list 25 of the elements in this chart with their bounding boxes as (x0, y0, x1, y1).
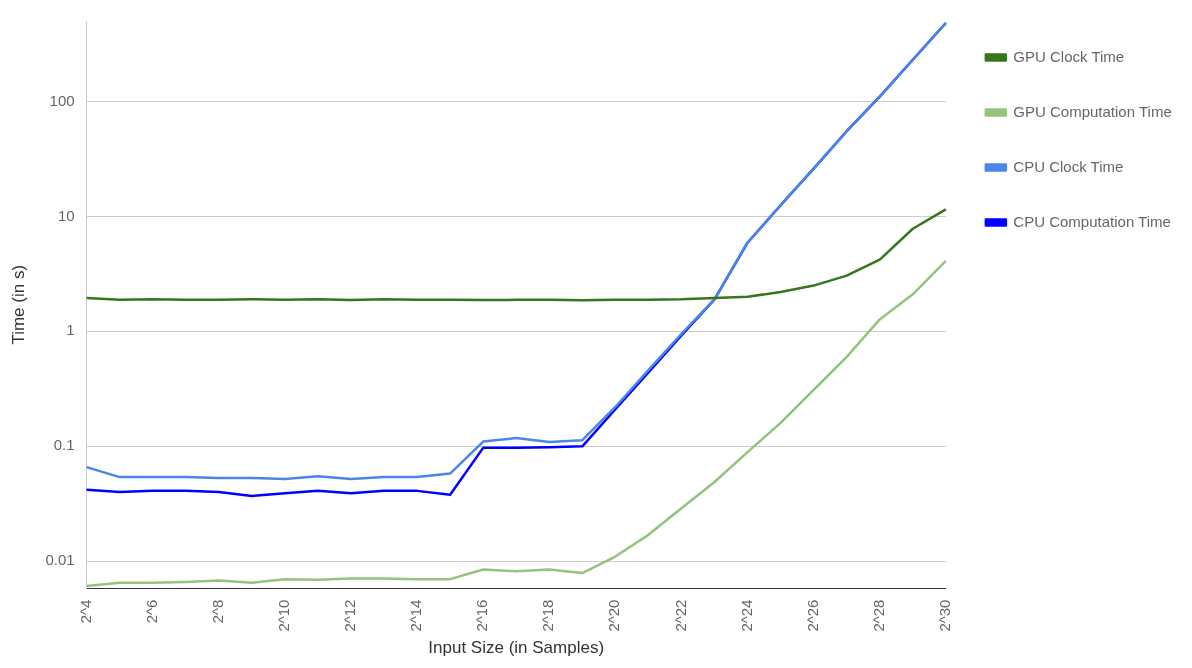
x-axis-title: Input Size (in Samples) (428, 638, 605, 658)
y-tick-label: 0.01 (45, 551, 75, 569)
y-axis-title: Time (in s) (8, 264, 28, 345)
legend-label: CPU Clock Time (1013, 157, 1124, 175)
x-tick-label: 2^4 (76, 599, 94, 624)
y-tick-label: 1 (66, 321, 75, 339)
x-tick-label: 2^6 (142, 599, 160, 624)
x-tick-label: 2^26 (803, 599, 821, 632)
x-tick-label: 2^20 (605, 599, 623, 632)
x-tick-label: 2^12 (341, 599, 359, 632)
y-tick-label: 10 (57, 206, 75, 224)
x-tick-label: 2^30 (935, 599, 953, 632)
x-tick-label: 2^14 (407, 599, 425, 632)
x-tick-label: 2^16 (473, 599, 491, 632)
y-tick-label: 0.1 (53, 436, 75, 454)
x-tick-label: 2^28 (869, 599, 887, 632)
x-tick-label: 2^24 (737, 599, 755, 632)
legend-label: CPU Computation Time (1013, 212, 1171, 230)
legend-label: GPU Clock Time (1013, 47, 1125, 65)
legend-label: GPU Computation Time (1013, 102, 1172, 120)
x-tick-label: 2^22 (671, 599, 689, 632)
x-tick-label: 2^18 (539, 599, 557, 632)
x-tick-label: 2^10 (275, 599, 293, 632)
y-tick-label: 100 (49, 91, 75, 109)
x-tick-label: 2^8 (208, 599, 226, 624)
